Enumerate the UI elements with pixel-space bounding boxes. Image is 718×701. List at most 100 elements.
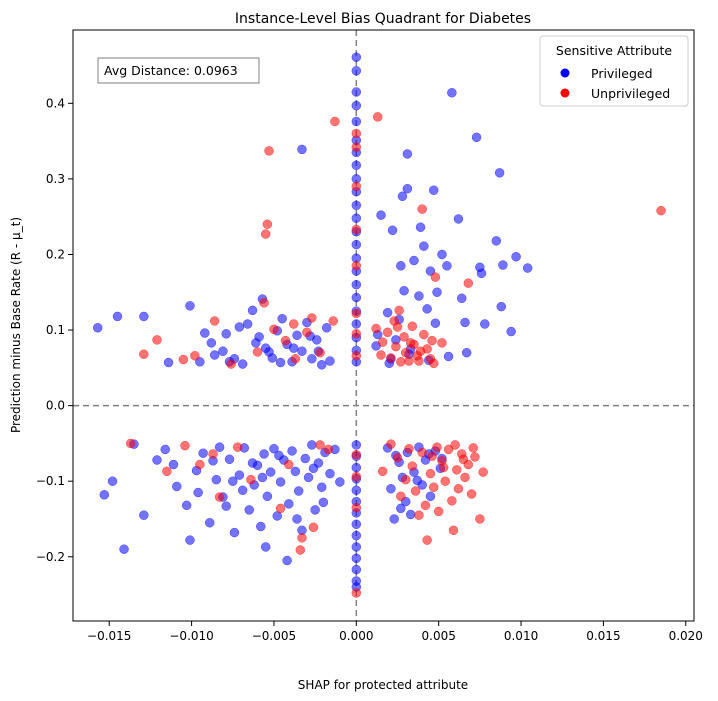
data-point: [139, 510, 149, 520]
data-point: [185, 301, 195, 311]
data-point: [494, 168, 505, 178]
data-point: [139, 349, 149, 359]
data-point: [275, 477, 286, 487]
data-point: [461, 347, 472, 358]
data-point: [351, 239, 362, 250]
data-point: [430, 272, 441, 282]
data-point: [447, 87, 457, 98]
data-point: [387, 225, 398, 236]
data-point: [428, 185, 439, 195]
data-point: [218, 346, 228, 356]
data-point: [386, 483, 396, 494]
data-point: [221, 501, 231, 511]
data-point: [302, 327, 312, 338]
data-point: [335, 477, 345, 487]
data-point: [204, 518, 215, 528]
data-point: [292, 330, 302, 341]
data-point: [458, 454, 469, 465]
data-point: [442, 261, 452, 271]
annotation-box: Avg Distance: 0.0963: [97, 57, 260, 84]
data-point: [404, 356, 414, 366]
data-point: [310, 505, 320, 515]
data-point: [193, 487, 203, 498]
data-point: [396, 503, 406, 514]
data-point: [228, 476, 238, 486]
data-point: [181, 500, 192, 511]
data-point: [433, 506, 444, 517]
y-tick-label: 0.1: [46, 323, 65, 337]
data-point: [392, 322, 403, 332]
data-point: [392, 453, 403, 463]
data-point: [224, 454, 235, 465]
data-point: [456, 293, 467, 304]
data-point: [107, 476, 118, 486]
data-point: [275, 503, 286, 514]
data-point: [265, 467, 276, 477]
data-point: [415, 346, 426, 356]
data-point: [269, 324, 279, 335]
data-point: [414, 356, 424, 366]
data-point: [422, 535, 432, 545]
data-point: [468, 443, 479, 453]
data-point: [351, 200, 362, 211]
data-point: [351, 519, 362, 530]
data-point: [323, 444, 334, 455]
data-point: [400, 347, 411, 358]
data-point: [407, 461, 418, 471]
data-point: [139, 311, 149, 322]
data-point: [402, 149, 413, 159]
data-point: [476, 268, 487, 279]
data-point: [496, 301, 507, 312]
data-point: [226, 359, 236, 369]
data-point: [351, 485, 362, 495]
data-point: [475, 514, 485, 524]
data-point: [471, 132, 482, 143]
data-point: [351, 213, 362, 223]
data-point: [308, 522, 319, 533]
data-point: [112, 311, 123, 322]
data-point: [211, 474, 222, 485]
legend-marker-privileged: [560, 68, 570, 78]
data-point: [125, 438, 136, 449]
data-point: [351, 588, 362, 598]
data-point: [407, 321, 418, 332]
data-point: [376, 350, 386, 360]
data-point: [405, 509, 416, 520]
data-point: [400, 474, 411, 485]
data-point: [391, 341, 401, 352]
data-point: [414, 510, 424, 520]
data-point: [351, 279, 362, 290]
data-point: [328, 316, 339, 326]
y-tick-label: 0.2: [46, 247, 65, 261]
data-point: [287, 446, 297, 456]
data-point: [480, 319, 490, 329]
y-tick-label: 0.0: [46, 399, 65, 413]
data-point: [262, 491, 273, 502]
data-point: [195, 459, 205, 470]
data-point: [371, 323, 381, 334]
data-point: [506, 326, 516, 337]
data-point: [315, 347, 325, 358]
data-point: [242, 319, 253, 329]
data-point: [409, 255, 419, 266]
data-point: [297, 144, 307, 155]
data-point: [351, 462, 362, 473]
data-point: [522, 263, 533, 273]
data-point: [491, 236, 502, 246]
data-point: [351, 350, 362, 361]
x-tick-label: −0.005: [252, 629, 296, 643]
data-point: [351, 449, 362, 460]
data-point: [452, 465, 462, 475]
data-point: [428, 482, 439, 492]
data-point: [382, 307, 393, 318]
data-point: [208, 449, 218, 459]
data-point: [453, 214, 464, 224]
data-point: [415, 222, 426, 232]
data-point: [321, 323, 332, 333]
data-point: [284, 459, 294, 470]
data-point: [300, 453, 311, 464]
data-point: [92, 323, 103, 333]
data-point: [351, 329, 362, 339]
x-tick-label: −0.015: [87, 629, 131, 643]
data-point: [428, 358, 439, 369]
